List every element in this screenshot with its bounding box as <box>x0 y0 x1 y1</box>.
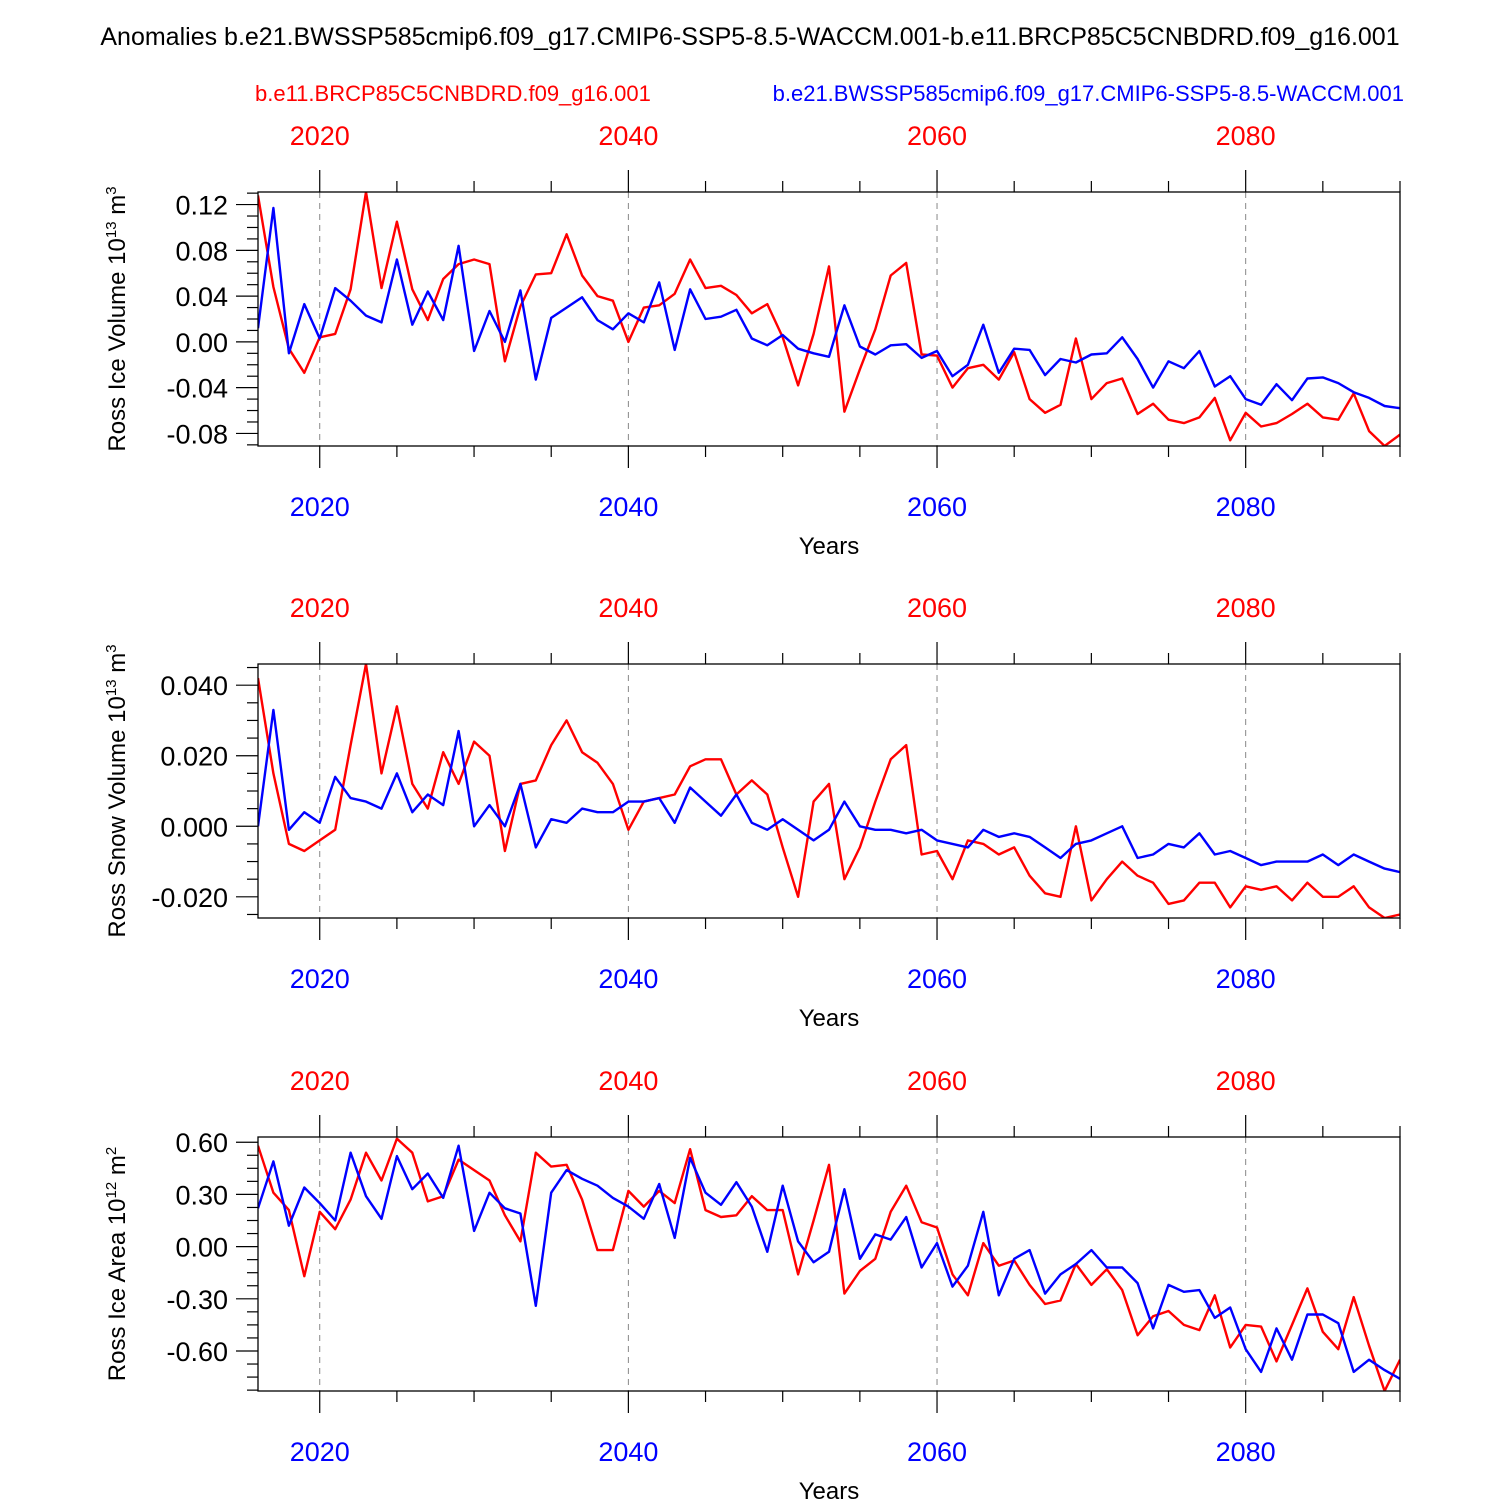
y-axis-label-text: Ross Snow Volume <box>104 729 131 937</box>
y-tick-label: -0.04 <box>166 374 228 404</box>
y-tick-label: 0.040 <box>160 671 228 701</box>
x-tick-label-top: 2080 <box>1216 1066 1276 1096</box>
x-tick-label-bottom: 2060 <box>907 1437 967 1467</box>
x-axis-label: Years <box>799 533 860 560</box>
x-tick-label-top: 2020 <box>290 1066 350 1096</box>
y-tick-label: 0.020 <box>160 742 228 772</box>
y-tick-label: 0.12 <box>175 191 228 221</box>
series-line-blue <box>258 206 1400 410</box>
x-tick-label-top: 2080 <box>1216 121 1276 151</box>
x-tick-label-bottom: 2080 <box>1216 964 1276 994</box>
plot-frame <box>257 1136 1401 1392</box>
x-tick-label-bottom: 2060 <box>907 492 967 522</box>
y-tick-label: 0.60 <box>175 1128 228 1158</box>
y-axis-label-base: 10 <box>104 696 131 729</box>
y-axis-label: Ross Ice Area 1012 m2 <box>103 1147 131 1381</box>
x-tick-label-bottom: 2020 <box>290 492 350 522</box>
y-axis-label-exponent: 12 <box>103 1182 120 1199</box>
panels: 2020 2020 2040 2040 2060 2060 2080 2080 -0.08 -0.… <box>103 121 1401 1500</box>
x-tick-label-top: 2040 <box>598 593 658 623</box>
y-axis-label-base: 10 <box>104 1198 131 1231</box>
y-axis-label-unit-exponent: 3 <box>103 186 120 194</box>
panel-3: 2020 2020 2040 2040 2060 2060 2080 2080 -0.60 -0.… <box>103 1066 1401 1500</box>
y-axis-label: Ross Snow Volume 1013 m3 <box>103 644 131 937</box>
x-tick-label-top: 2020 <box>290 121 350 151</box>
y-axis-label-unit-exponent: 3 <box>103 644 120 652</box>
panel-1: 2020 2020 2040 2040 2060 2060 2080 2080 -0.08 -0.… <box>103 121 1401 560</box>
y-axis-label-unit: m <box>104 653 131 680</box>
x-tick-label-bottom: 2040 <box>598 492 658 522</box>
x-tick-label-bottom: 2080 <box>1216 492 1276 522</box>
y-tick-label: -0.020 <box>151 883 228 913</box>
chart-title: Anomalies b.e21.BWSSP585cmip6.f09_g17.CM… <box>100 23 1399 51</box>
panel-2: 2020 2020 2040 2040 2060 2060 2080 2080 -0.020 0.… <box>103 593 1401 1032</box>
legend: b.e11.BRCP85C5CNBDRD.f09_g16.001 b.e21.B… <box>255 81 1404 106</box>
x-tick-label-top: 2060 <box>907 1066 967 1096</box>
y-axis-label-text: Ross Ice Volume <box>104 271 131 451</box>
y-axis-label-exponent: 13 <box>103 679 120 696</box>
legend-red-series: b.e11.BRCP85C5CNBDRD.f09_g16.001 <box>255 81 651 106</box>
x-tick-label-top: 2080 <box>1216 593 1276 623</box>
y-axis-label-unit: m <box>104 1155 131 1182</box>
y-tick-label: 0.00 <box>175 328 228 358</box>
series-line-red <box>258 192 1400 446</box>
series-line-blue <box>258 708 1400 874</box>
x-axis-label: Years <box>799 1478 860 1500</box>
y-axis-label-base: 10 <box>104 238 131 271</box>
legend-blue-series: b.e21.BWSSP585cmip6.f09_g17.CMIP6-SSP5-8… <box>773 81 1404 106</box>
x-tick-label-bottom: 2060 <box>907 964 967 994</box>
y-tick-label: 0.30 <box>175 1180 228 1210</box>
x-tick-label-bottom: 2020 <box>290 964 350 994</box>
x-tick-label-top: 2060 <box>907 121 967 151</box>
y-tick-label: 0.00 <box>175 1233 228 1263</box>
y-tick-label: 0.08 <box>175 236 228 266</box>
x-tick-label-top: 2040 <box>598 1066 658 1096</box>
x-tick-label-bottom: 2040 <box>598 964 658 994</box>
y-axis-label-unit-exponent: 2 <box>103 1147 120 1155</box>
y-tick-label: -0.60 <box>166 1337 228 1367</box>
y-tick-label: -0.08 <box>166 419 228 449</box>
x-tick-label-top: 2060 <box>907 593 967 623</box>
y-axis-label: Ross Ice Volume 1013 m3 <box>103 186 131 451</box>
x-tick-label-bottom: 2080 <box>1216 1437 1276 1467</box>
series-line-red <box>258 664 1400 918</box>
series-line-blue <box>258 1144 1400 1380</box>
y-tick-label: -0.30 <box>166 1285 228 1315</box>
y-axis-label-unit: m <box>104 195 131 222</box>
y-tick-label: 0.000 <box>160 812 228 842</box>
x-tick-label-bottom: 2040 <box>598 1437 658 1467</box>
x-axis-label: Years <box>799 1005 860 1032</box>
x-tick-label-bottom: 2020 <box>290 1437 350 1467</box>
y-tick-label: 0.04 <box>175 282 228 312</box>
y-axis-label-text: Ross Ice Area <box>104 1231 131 1381</box>
x-tick-label-top: 2020 <box>290 593 350 623</box>
x-tick-label-top: 2040 <box>598 121 658 151</box>
y-axis-label-exponent: 13 <box>103 221 120 238</box>
